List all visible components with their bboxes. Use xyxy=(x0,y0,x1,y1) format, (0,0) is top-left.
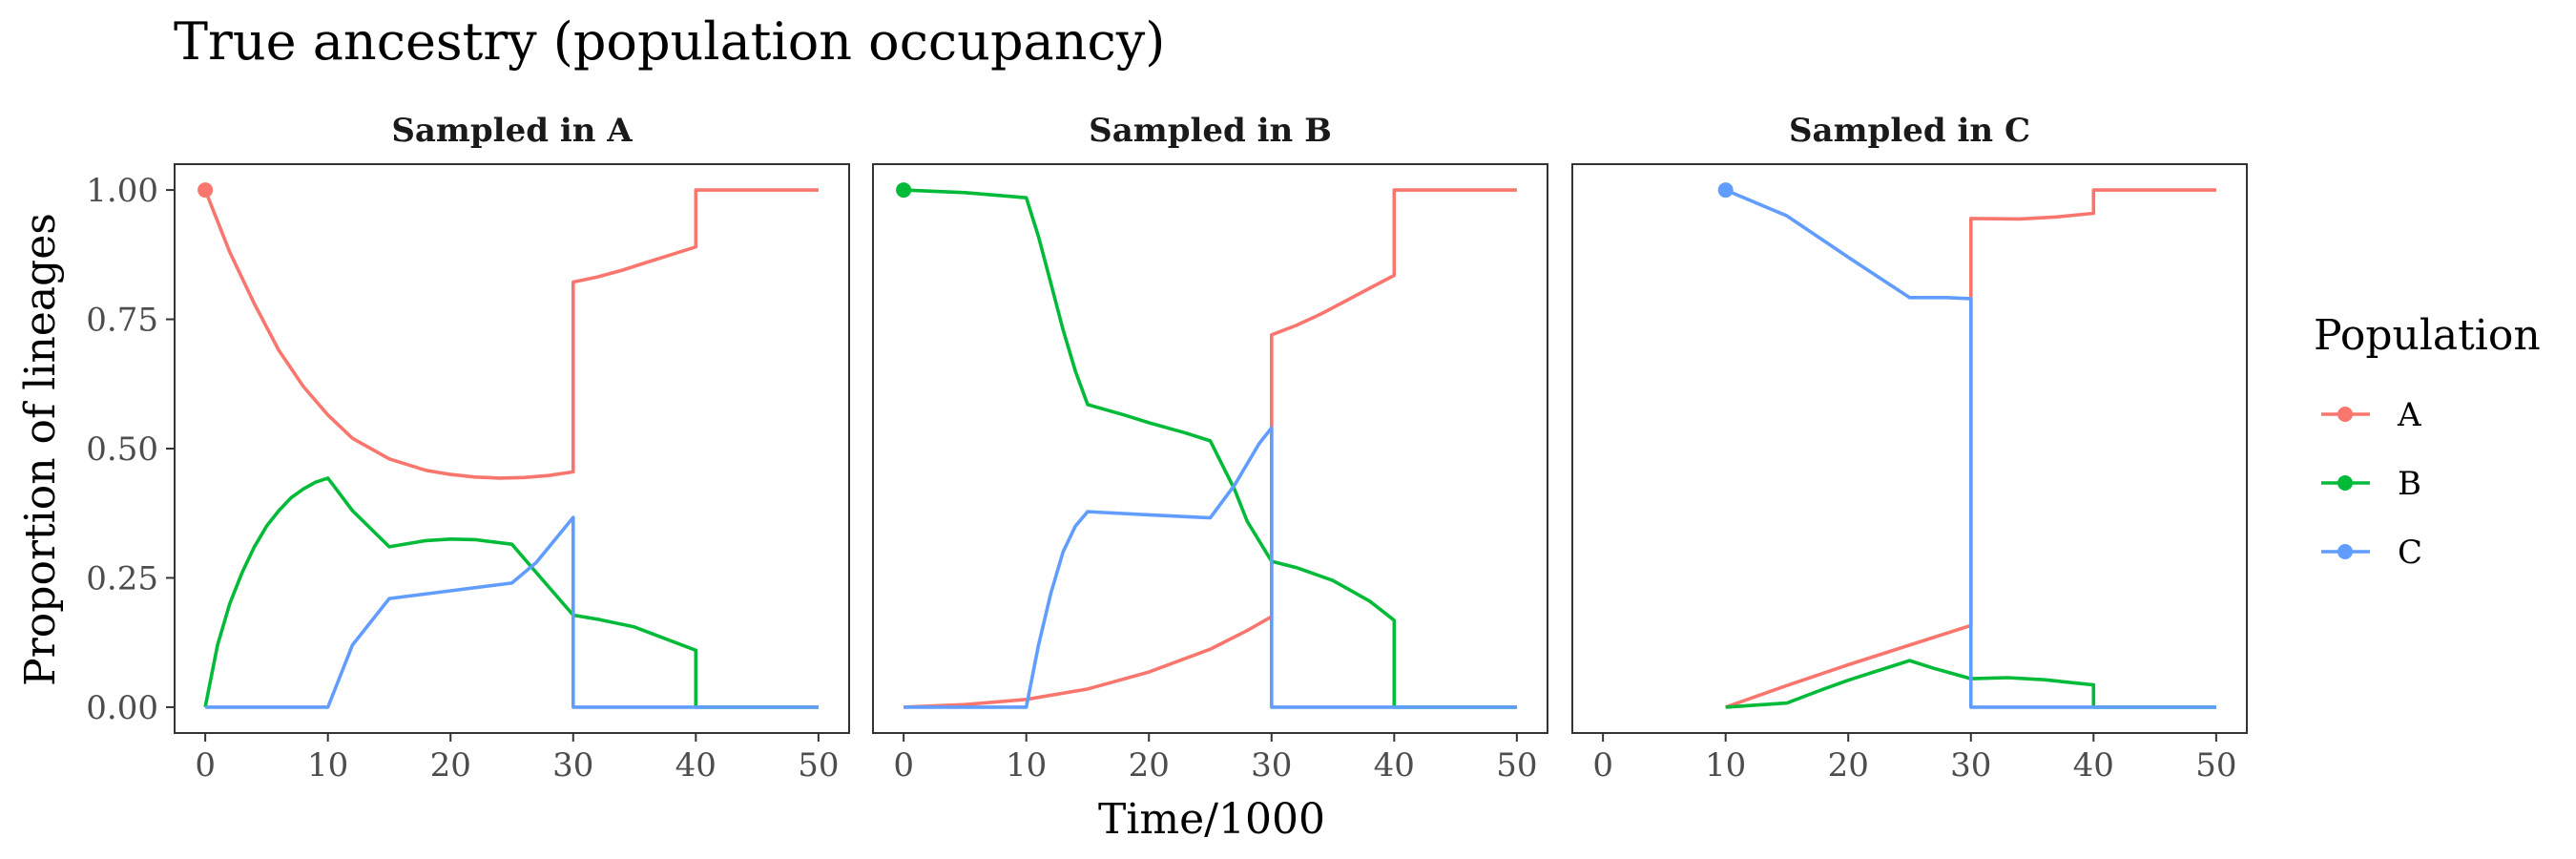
panel-strip-label: Sampled in A xyxy=(391,112,633,150)
y-axis-title: Proportion of lineages xyxy=(16,213,65,686)
series-line-a xyxy=(203,188,819,480)
chart-title: True ancestry (population occupancy) xyxy=(174,11,1165,72)
legend-key-point xyxy=(2337,475,2353,491)
series-line-b xyxy=(904,188,1517,709)
panel-sampled-in-c: Sampled in C 0 10 20 30 40 50 xyxy=(1571,112,2248,785)
y-tick-label: 0.75 xyxy=(86,302,158,340)
panel-border xyxy=(1571,163,2248,734)
x-tick-label: 40 xyxy=(675,746,717,785)
x-tick-label: 30 xyxy=(552,746,593,785)
panel-sampled-in-a: Sampled in A 0 10 20 30 40 50 0.00 0.25 0.50 0.75 1… xyxy=(86,112,850,785)
y-tick-label: 0.25 xyxy=(86,559,158,597)
start-point xyxy=(896,182,912,199)
start-point xyxy=(197,182,214,199)
x-tick-label: 30 xyxy=(1950,746,1991,785)
panel-strip-label: Sampled in B xyxy=(1089,112,1332,150)
panel-border xyxy=(174,163,850,734)
legend-label: B xyxy=(2398,465,2421,503)
legend-item-b: B xyxy=(2321,465,2421,503)
x-tick-label: 50 xyxy=(1496,746,1537,785)
x-tick-label: 20 xyxy=(1828,746,1869,785)
x-tick-label: 10 xyxy=(1705,746,1746,785)
x-axis-title: Time/1000 xyxy=(1098,795,1325,844)
x-tick-label: 20 xyxy=(1129,746,1170,785)
x-tick-label: 0 xyxy=(1592,746,1613,785)
panel-strip-label: Sampled in C xyxy=(1789,112,2030,150)
legend-key-point xyxy=(2337,407,2353,422)
legend: Population ABC xyxy=(2314,311,2541,572)
start-point xyxy=(1717,182,1734,199)
y-tick-label: 0.00 xyxy=(86,689,158,727)
y-tick-label: 0.50 xyxy=(86,430,158,469)
x-tick-label: 20 xyxy=(430,746,471,785)
panel-sampled-in-b: Sampled in B 0 10 20 30 40 50 xyxy=(872,112,1548,785)
series-line-b xyxy=(203,476,819,709)
series-line-a xyxy=(1725,188,2216,709)
series-line-c xyxy=(205,515,819,709)
x-tick-label: 40 xyxy=(1374,746,1415,785)
x-tick-label: 0 xyxy=(893,746,914,785)
x-tick-label: 10 xyxy=(1006,746,1047,785)
panels: Sampled in A 0 10 20 30 40 50 0.00 0.25 0.50 0.75 1… xyxy=(86,112,2248,785)
series-line-a xyxy=(904,188,1517,709)
x-tick-label: 0 xyxy=(195,746,216,785)
legend-item-c: C xyxy=(2321,534,2422,572)
x-tick-label: 50 xyxy=(798,746,839,785)
x-tick-label: 30 xyxy=(1251,746,1292,785)
x-tick-label: 10 xyxy=(307,746,348,785)
y-tick-label: 1.00 xyxy=(86,172,158,210)
legend-item-a: A xyxy=(2321,396,2421,434)
legend-label: A xyxy=(2397,396,2421,434)
panel-border xyxy=(872,163,1548,734)
legend-key-point xyxy=(2337,544,2353,559)
legend-title: Population xyxy=(2314,311,2541,360)
series-line-b xyxy=(1725,659,2216,709)
series-line-c xyxy=(1725,188,2216,709)
series-line-c xyxy=(904,426,1517,709)
x-tick-label: 40 xyxy=(2073,746,2114,785)
legend-label: C xyxy=(2398,534,2422,572)
x-tick-label: 50 xyxy=(2195,746,2236,785)
